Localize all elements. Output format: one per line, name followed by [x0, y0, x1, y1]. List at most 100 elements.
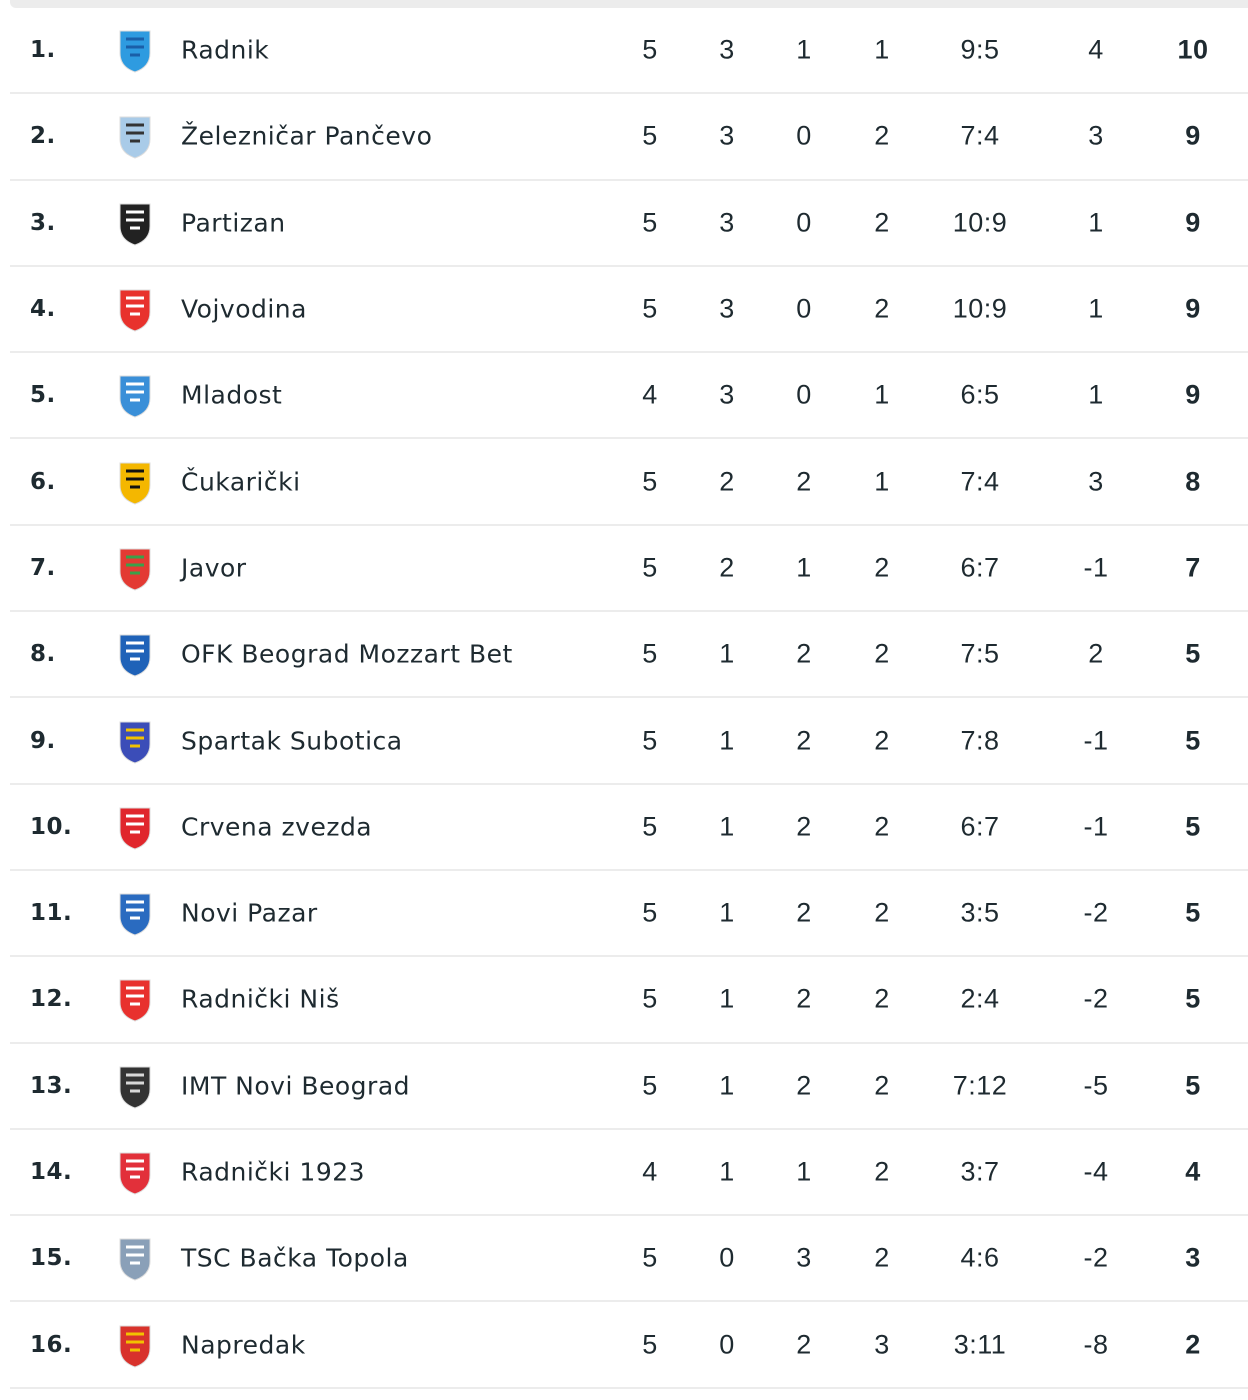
won-value: 2 [719, 466, 735, 497]
points-value: 9 [1185, 120, 1201, 151]
lost-value: 2 [874, 811, 890, 842]
standings-table: 1. Radnik 5 3 1 1 9:5 4 10 2. Železničar Pančevo… [10, 8, 1248, 1389]
team-name[interactable]: Javor [181, 553, 247, 583]
goals-value: 6:7 [960, 811, 1000, 842]
team-name[interactable]: Železničar Pančevo [181, 121, 433, 151]
won-value: 3 [719, 207, 735, 238]
points-value: 5 [1185, 725, 1201, 756]
team-logo-icon [110, 802, 160, 852]
rank: 12. [30, 986, 73, 1013]
lost-value: 2 [874, 1156, 890, 1187]
won-value: 3 [719, 293, 735, 324]
played-value: 5 [642, 897, 658, 928]
won-value: 1 [719, 725, 735, 756]
team-name[interactable]: TSC Bačka Topola [181, 1243, 409, 1273]
diff-value: -2 [1083, 1242, 1109, 1273]
team-name[interactable]: OFK Beograd Mozzart Bet [181, 639, 513, 669]
points-value: 5 [1185, 811, 1201, 842]
diff-value: -8 [1083, 1329, 1109, 1360]
played-value: 5 [642, 34, 658, 65]
points-value: 2 [1185, 1329, 1201, 1360]
table-row[interactable]: 12. Radnički Niš 5 1 2 2 2:4 -2 5 [10, 957, 1248, 1044]
lost-value: 2 [874, 897, 890, 928]
table-row[interactable]: 8. OFK Beograd Mozzart Bet 5 1 2 2 7:5 2 5 [10, 612, 1248, 699]
played-value: 5 [642, 983, 658, 1014]
won-value: 1 [719, 897, 735, 928]
table-row[interactable]: 7. Javor 5 2 1 2 6:7 -1 7 [10, 526, 1248, 613]
table-row[interactable]: 13. IMT Novi Beograd 5 1 2 2 7:12 -5 5 [10, 1044, 1248, 1130]
team-logo-icon [110, 111, 160, 161]
team-name[interactable]: Mladost [181, 380, 283, 410]
drawn-value: 2 [796, 1329, 812, 1360]
table-row[interactable]: 1. Radnik 5 3 1 1 9:5 4 10 [10, 8, 1248, 95]
table-header-bar [10, 0, 1248, 8]
table-row[interactable]: 9. Spartak Subotica 5 1 2 2 7:8 -1 5 [10, 698, 1248, 785]
table-row[interactable]: 10. Crvena zvezda 5 1 2 2 6:7 -1 5 [10, 785, 1248, 871]
diff-value: 3 [1088, 466, 1104, 497]
points-value: 9 [1185, 379, 1201, 410]
won-value: 2 [719, 552, 735, 583]
rank: 9. [30, 727, 56, 754]
won-value: 3 [719, 120, 735, 151]
points-value: 5 [1185, 1070, 1201, 1101]
team-logo-icon [110, 543, 160, 593]
table-row[interactable]: 15. TSC Bačka Topola 5 0 3 2 4:6 -2 3 [10, 1216, 1248, 1303]
rank: 4. [30, 296, 56, 323]
diff-value: -1 [1083, 552, 1109, 583]
diff-value: -1 [1083, 811, 1109, 842]
table-row[interactable]: 16. Napredak 5 0 2 3 3:11 -8 2 [10, 1302, 1248, 1389]
goals-value: 9:5 [960, 34, 1000, 65]
table-row[interactable]: 11. Novi Pazar 5 1 2 2 3:5 -2 5 [10, 871, 1248, 958]
points-value: 9 [1185, 207, 1201, 238]
drawn-value: 0 [796, 293, 812, 324]
team-name[interactable]: Crvena zvezda [181, 812, 373, 842]
team-logo-icon [110, 888, 160, 938]
rank: 15. [30, 1245, 73, 1272]
points-value: 8 [1185, 466, 1201, 497]
drawn-value: 2 [796, 638, 812, 669]
lost-value: 1 [874, 34, 890, 65]
drawn-value: 3 [796, 1242, 812, 1273]
team-name[interactable]: Radnik [181, 35, 270, 65]
goals-value: 4:6 [960, 1242, 1000, 1273]
table-row[interactable]: 3. Partizan 5 3 0 2 10:9 1 9 [10, 181, 1248, 267]
lost-value: 2 [874, 1070, 890, 1101]
goals-value: 3:7 [960, 1156, 1000, 1187]
table-row[interactable]: 14. Radnički 1923 4 1 1 2 3:7 -4 4 [10, 1130, 1248, 1217]
played-value: 5 [642, 207, 658, 238]
team-logo-icon [110, 1147, 160, 1197]
team-name[interactable]: Vojvodina [181, 294, 307, 324]
team-name[interactable]: Radnički 1923 [181, 1157, 366, 1187]
played-value: 5 [642, 1070, 658, 1101]
team-name[interactable]: Čukarički [181, 467, 301, 497]
team-name[interactable]: Spartak Subotica [181, 726, 403, 756]
won-value: 1 [719, 1156, 735, 1187]
goals-value: 10:9 [952, 293, 1008, 324]
team-name[interactable]: Napredak [181, 1330, 306, 1360]
table-row[interactable]: 5. Mladost 4 3 0 1 6:5 1 9 [10, 353, 1248, 440]
diff-value: 2 [1088, 638, 1104, 669]
played-value: 5 [642, 466, 658, 497]
team-name[interactable]: Radnički Niš [181, 984, 340, 1014]
team-logo-icon [110, 198, 160, 248]
goals-value: 6:7 [960, 552, 1000, 583]
team-logo-icon [110, 629, 160, 679]
lost-value: 2 [874, 983, 890, 1014]
drawn-value: 2 [796, 983, 812, 1014]
won-value: 1 [719, 1070, 735, 1101]
won-value: 3 [719, 34, 735, 65]
goals-value: 7:4 [960, 466, 1000, 497]
lost-value: 2 [874, 638, 890, 669]
drawn-value: 0 [796, 379, 812, 410]
table-row[interactable]: 2. Železničar Pančevo 5 3 0 2 7:4 3 9 [10, 94, 1248, 181]
team-name[interactable]: Partizan [181, 208, 286, 238]
rank: 5. [30, 382, 56, 409]
drawn-value: 1 [796, 1156, 812, 1187]
rank: 3. [30, 209, 56, 236]
table-row[interactable]: 4. Vojvodina 5 3 0 2 10:9 1 9 [10, 267, 1248, 354]
team-name[interactable]: Novi Pazar [181, 898, 318, 928]
team-name[interactable]: IMT Novi Beograd [181, 1071, 411, 1101]
drawn-value: 0 [796, 120, 812, 151]
table-row[interactable]: 6. Čukarički 5 2 2 1 7:4 3 8 [10, 439, 1248, 526]
team-logo-icon [110, 370, 160, 420]
